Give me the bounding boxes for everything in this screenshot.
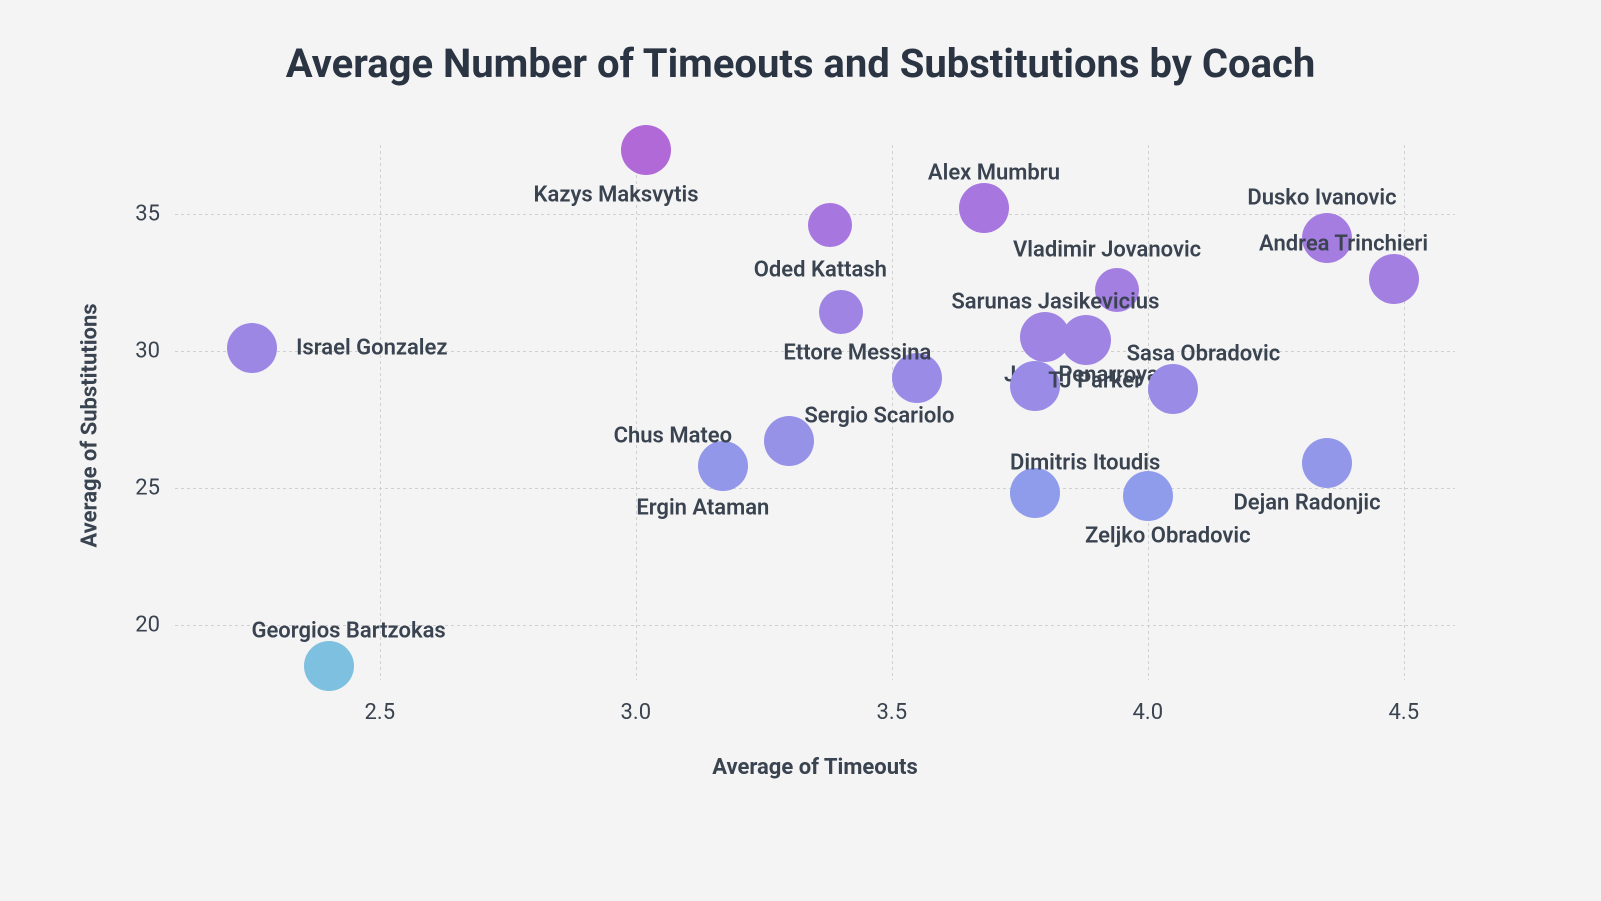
data-point-label: Sergio Scariolo [804,404,954,429]
data-point-label: Oded Kattash [754,257,887,282]
data-point[interactable] [1061,315,1111,365]
gridline-v [1148,145,1149,680]
data-point-label: Zeljko Obradovic [1085,524,1251,549]
data-point[interactable] [959,183,1009,233]
gridline-v [1404,145,1405,680]
chart-title: Average Number of Timeouts and Substitut… [0,40,1601,87]
gridline-v [636,145,637,680]
data-point[interactable] [621,125,671,175]
y-tick-label: 30 [135,338,160,363]
data-point-label: Israel Gonzalez [296,336,447,361]
data-point[interactable] [304,641,354,691]
data-point-label: Sasa Obradovic [1127,342,1281,367]
data-point-label: Andrea Trinchieri [1259,232,1428,257]
data-point-label: TJ Parker [1048,369,1142,394]
x-tick-label: 4.5 [1389,700,1420,725]
data-point[interactable] [808,203,852,247]
plot-area: Kazys Maksvytis Alex Mumbru Dusko Ivanovic… [175,145,1455,680]
data-point[interactable] [1369,254,1419,304]
y-tick-label: 25 [135,475,160,500]
x-tick-label: 3.0 [621,700,652,725]
data-point[interactable] [698,441,748,491]
data-point[interactable] [1010,468,1060,518]
y-tick-label: 20 [135,613,160,638]
data-point[interactable] [1302,438,1352,488]
data-point-label: Georgios Bartzokas [251,619,445,644]
data-point[interactable] [227,323,277,373]
data-point-label: Chus Mateo [614,424,732,449]
data-point-label: Dusko Ivanovic [1247,186,1396,211]
data-point-label: Ergin Ataman [636,496,769,521]
data-point-label: Alex Mumbru [928,161,1060,186]
data-point-label: Ettore Messina [783,341,931,366]
gridline-v [380,145,381,680]
y-axis-label: Average of Substitutions [78,303,103,547]
x-tick-label: 4.0 [1133,700,1164,725]
data-point[interactable] [819,290,863,334]
gridline-h [175,488,1455,489]
data-point-label: Kazys Maksvytis [534,183,699,208]
data-point-label: Vladimir Jovanovic [1013,238,1201,263]
data-point-label: Dejan Radonjic [1233,491,1380,516]
data-point-label: Sarunas Jasikevicius [951,290,1159,315]
data-point[interactable] [1123,471,1173,521]
scatter-chart: Average Number of Timeouts and Substitut… [0,0,1601,901]
data-point[interactable] [1148,364,1198,414]
x-axis-label: Average of Timeouts [712,755,918,780]
x-tick-label: 3.5 [877,700,908,725]
y-tick-label: 35 [135,201,160,226]
x-tick-label: 2.5 [365,700,396,725]
